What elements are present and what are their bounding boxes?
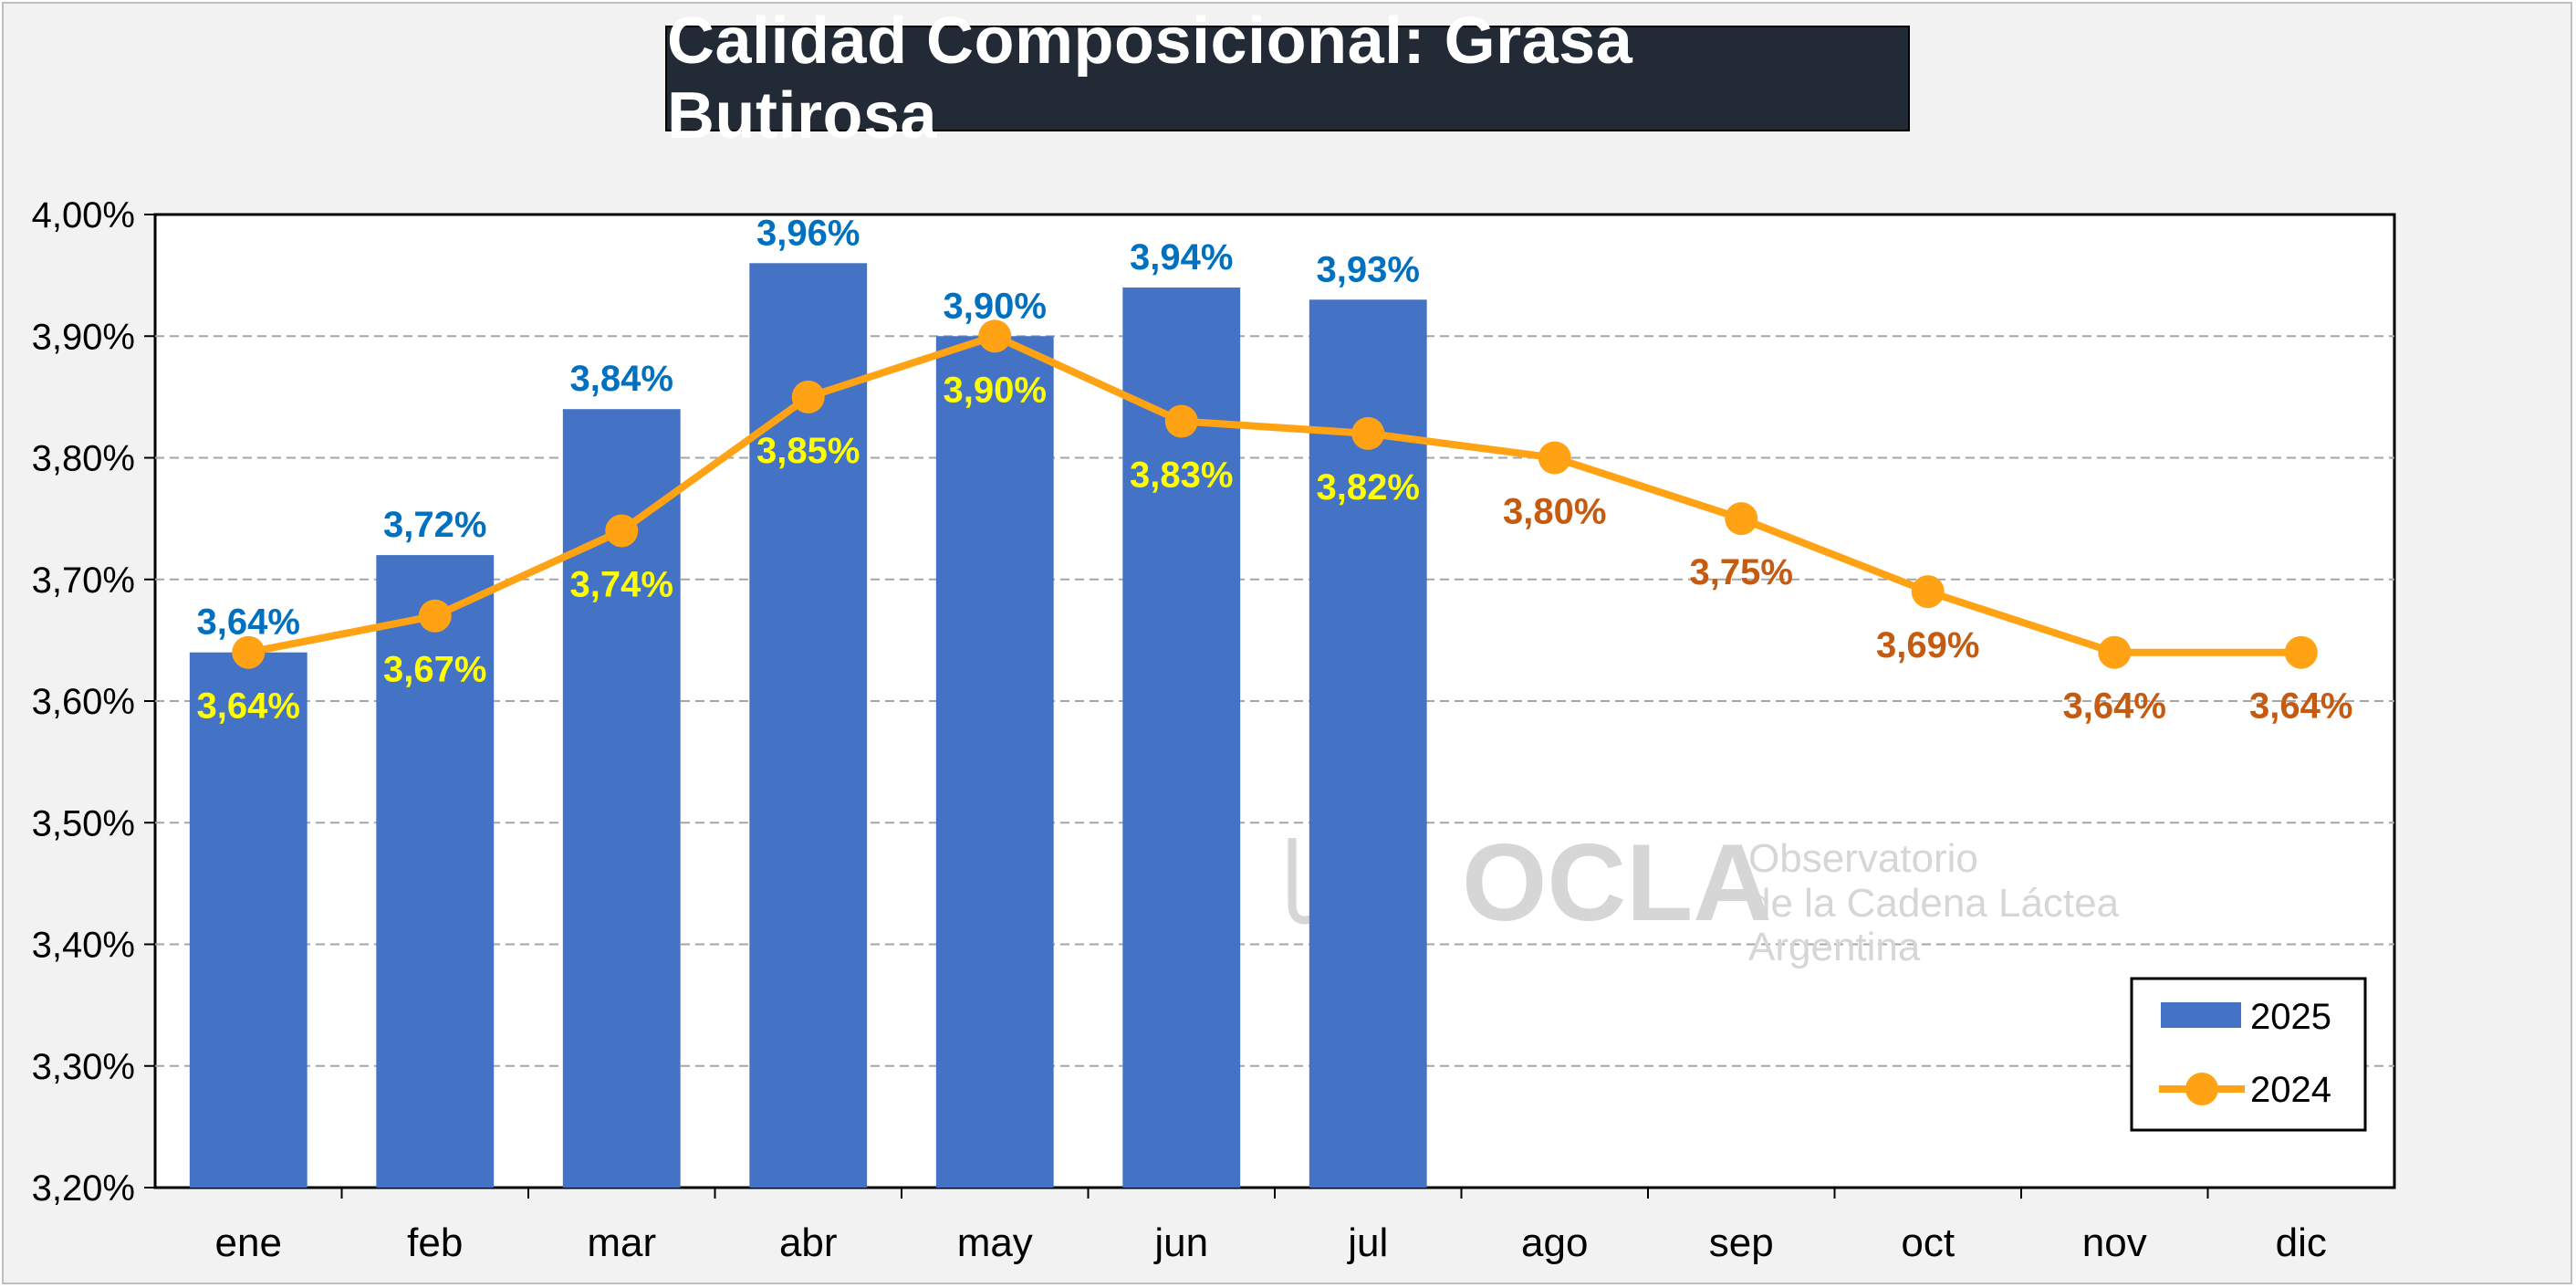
x-tick-label: oct	[1901, 1220, 1955, 1265]
x-tick-label: dic	[2276, 1220, 2327, 1265]
x-axis: ene feb mar abr may jun jul ago sep oct nov dic	[215, 1188, 2327, 1265]
data-label-2025: 3,84%	[570, 359, 673, 399]
marker-2024	[418, 599, 452, 633]
data-label-2025: 3,94%	[1130, 237, 1233, 277]
x-tick-label: sep	[1709, 1220, 1774, 1265]
marker-2024	[232, 635, 266, 669]
marker-2024	[2284, 635, 2318, 669]
y-tick-label: 3,90%	[32, 317, 135, 357]
x-tick-label: jun	[1152, 1220, 1208, 1265]
marker-2024	[791, 380, 825, 414]
chart-title: Calidad Composicional: Grasa Butirosa	[667, 5, 1633, 152]
x-tick-label: jul	[1346, 1220, 1388, 1265]
ocla-watermark: OCLA Observatorio de la Cadena Láctea Ar…	[1288, 822, 2120, 969]
watermark-line1: Observatorio	[1748, 836, 1978, 881]
data-label-2024: 3,83%	[1130, 456, 1233, 496]
x-tick-label: abr	[779, 1220, 838, 1265]
data-label-2025: 3,72%	[383, 505, 486, 545]
marker-2024	[978, 319, 1012, 353]
bar-2025	[376, 555, 495, 1188]
y-tick-label: 3,60%	[32, 682, 135, 722]
legend-label-2025: 2025	[2250, 997, 2331, 1037]
y-tick-label: 3,80%	[32, 439, 135, 479]
watermark-line2: de la Cadena Láctea	[1748, 881, 2120, 926]
marker-2024	[1538, 441, 1571, 475]
data-label-2024: 3,75%	[1690, 552, 1793, 592]
bar-2025	[935, 336, 1054, 1188]
data-label-2024: 3,82%	[1317, 467, 1420, 508]
bar-2025	[749, 263, 868, 1188]
data-label-2025: 3,64%	[197, 602, 300, 643]
data-labels: 3,64% 3,72% 3,84% 3,96% 3,90% 3,94% 3,93% 3,64%…	[197, 213, 2353, 726]
legend-swatch-2025	[2161, 1002, 2241, 1028]
line-2024	[232, 319, 2318, 669]
y-tick-label: 3,30%	[32, 1047, 135, 1087]
marker-2024	[2098, 635, 2132, 669]
chart-title-box: Calidad Composicional: Grasa Butirosa	[665, 5, 1910, 152]
bar-2025	[189, 652, 308, 1188]
x-tick-label: ago	[1521, 1220, 1588, 1265]
marker-2024	[1164, 404, 1198, 438]
x-tick-label: ene	[215, 1220, 282, 1265]
data-label-2024: 3,80%	[1503, 492, 1606, 532]
x-tick-label: feb	[407, 1220, 463, 1265]
y-axis: 3,20% 3,30% 3,40% 3,50% 3,60% 3,70% 3,80% 3,90%…	[32, 195, 155, 1209]
x-tick-label: may	[957, 1220, 1033, 1265]
marker-2024	[605, 514, 639, 548]
y-tick-label: 3,40%	[32, 926, 135, 966]
data-label-2024: 3,64%	[197, 686, 300, 727]
marker-2024	[1351, 416, 1385, 450]
data-label-2024: 3,90%	[944, 370, 1047, 410]
data-label-2025: 3,96%	[756, 213, 860, 253]
data-label-2024: 3,69%	[1876, 625, 1979, 665]
gridlines	[155, 335, 2394, 1067]
data-label-2024: 3,64%	[2063, 686, 2166, 727]
marker-2024	[1911, 575, 1945, 609]
y-tick-label: 3,50%	[32, 803, 135, 843]
data-label-2024: 3,67%	[383, 650, 486, 690]
x-tick-label: nov	[2082, 1220, 2147, 1265]
legend-swatch-2024-marker	[2185, 1073, 2218, 1105]
data-label-2024: 3,64%	[2249, 686, 2352, 727]
marker-2024	[1725, 502, 1758, 536]
y-tick-label: 3,20%	[32, 1168, 135, 1209]
data-label-2024: 3,85%	[756, 431, 860, 471]
watermark-line3: Argentina	[1748, 925, 1921, 969]
watermark-logo-text: OCLA	[1462, 822, 1772, 944]
data-label-2024: 3,74%	[570, 564, 673, 604]
data-label-2025: 3,90%	[944, 286, 1047, 326]
x-tick-label: mar	[587, 1220, 656, 1265]
legend: 2025 2024	[2130, 977, 2367, 1132]
data-label-2025: 3,93%	[1317, 249, 1420, 289]
y-tick-label: 3,70%	[32, 560, 135, 601]
legend-label-2024: 2024	[2250, 1070, 2331, 1110]
y-tick-label: 4,00%	[32, 195, 135, 236]
line-2024-path	[247, 332, 2301, 656]
